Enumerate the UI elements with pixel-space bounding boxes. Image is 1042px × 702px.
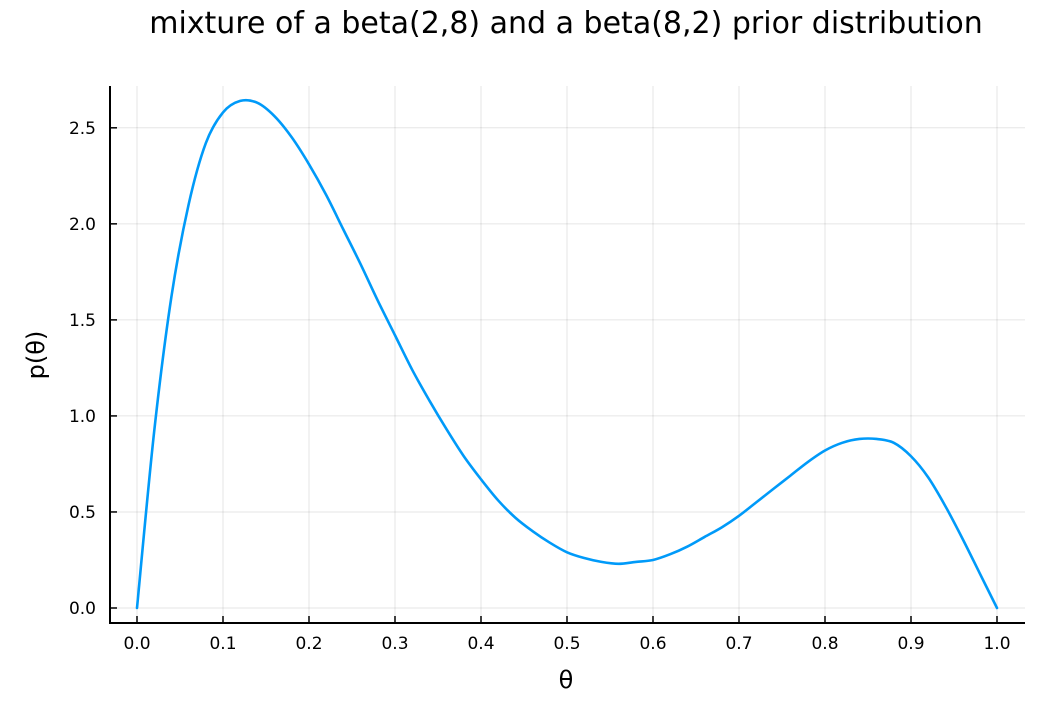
x-tick-label: 0.7 [725,634,752,654]
y-tick-label: 1.0 [69,407,96,427]
y-tick-label: 0.0 [69,599,96,619]
y-axis-label: p(θ) [22,331,50,380]
x-tick-label: 0.4 [467,634,494,654]
x-tick-label: 0.2 [295,634,322,654]
x-tick-label: 0.5 [553,634,580,654]
x-tick-label: 1.0 [983,634,1010,654]
axis-ticks: 0.0 0.1 0.2 0.3 0.4 0.5 0.6 0.7 0.8 0.9 1.0 0.0 0.5 1… [69,119,1011,654]
y-tick-label: 2.5 [69,119,96,139]
chart-title: mixture of a beta(2,8) and a beta(8,2) p… [149,6,983,41]
x-tick-label: 0.0 [123,634,150,654]
y-tick-label: 1.5 [69,311,96,331]
x-tick-label: 0.9 [897,634,924,654]
density-curve [135,98,999,610]
y-tick-label: 0.5 [69,503,96,523]
y-tick-label: 2.0 [69,215,96,235]
series-layer [135,98,999,610]
grid-lines [110,86,1025,623]
x-tick-label: 0.8 [811,634,838,654]
x-tick-label: 0.1 [209,634,236,654]
x-axis-label: θ [559,666,574,694]
x-tick-label: 0.3 [381,634,408,654]
x-tick-label: 0.6 [639,634,666,654]
